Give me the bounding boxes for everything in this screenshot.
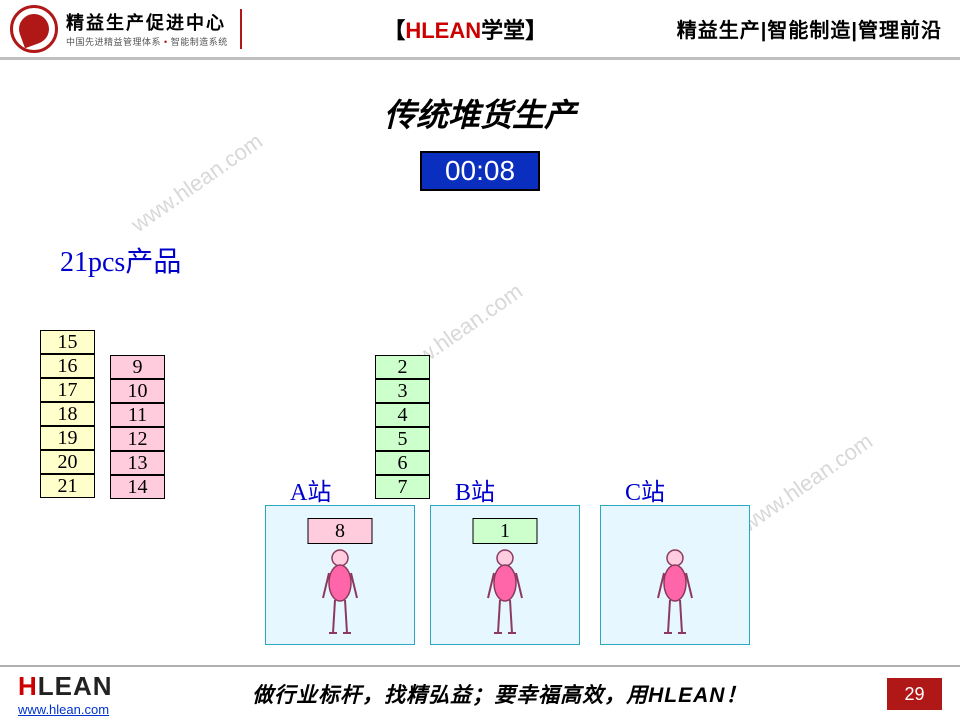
logo-icon [10,5,58,53]
worker [315,548,365,643]
logo-text: 精益生产促进中心 中国先进精益管理体系 • 智能制造系统 [66,9,228,48]
station-label-c: C站 [625,472,665,507]
stack-cell: 19 [40,426,95,450]
logo-cn: 精益生产促进中心 [66,9,228,35]
bracket-l: 【 [383,18,405,43]
header: 精益生产促进中心 中国先进精益管理体系 • 智能制造系统 【HLEAN学堂】 精… [0,0,960,60]
stack-cell: 3 [375,379,430,403]
station-item: 8 [308,518,373,544]
stack-cell: 14 [110,475,165,499]
page-number: 29 [887,678,942,710]
stack-cell: 9 [110,355,165,379]
bracket-r: 】 [525,18,547,43]
timer: 00:08 [420,151,540,191]
stack-cell: 11 [110,403,165,427]
watermark: www.hlean.com [126,128,267,238]
station-box-c [600,505,750,645]
stack-left_yellow: 15161718192021 [40,330,95,498]
footer-hlean: HLEAN [18,671,113,702]
footer-lean: LEAN [38,671,113,701]
header-center: 【HLEAN学堂】 [254,13,677,45]
stack-cell: 13 [110,451,165,475]
station-label-b: B站 [455,472,495,507]
stack-cell: 17 [40,378,95,402]
station-box-b: 1 [430,505,580,645]
stack-cell: 7 [375,475,430,499]
worker-icon [650,548,700,638]
footer-logo: HLEAN www.hlean.com [0,671,113,717]
product-label: 21pcs产品 [60,240,181,280]
watermark: www.hlean.com [736,428,877,538]
stack-mid_green: 234567 [375,355,430,499]
stack-cell: 5 [375,427,430,451]
footer-slogan: 做行业标杆，找精弘益；要幸福高效，用HLEAN！ [113,679,887,709]
footer-url: www.hlean.com [18,702,113,717]
worker-icon [480,548,530,638]
worker [480,548,530,643]
logo-sub-a: 中国先进精益管理体系 [66,37,161,47]
stack-cell: 21 [40,474,95,498]
stack-cell: 18 [40,402,95,426]
stack-cell: 6 [375,451,430,475]
logo-sub: 中国先进精益管理体系 • 智能制造系统 [66,35,228,48]
footer-h: H [18,671,38,701]
station-box-a: 8 [265,505,415,645]
stack-cell: 15 [40,330,95,354]
page-title: 传统堆货生产 [0,90,960,136]
worker [650,548,700,643]
footer: HLEAN www.hlean.com 做行业标杆，找精弘益；要幸福高效，用HL… [0,665,960,720]
divider [240,9,242,49]
center-black: 学堂 [481,18,525,43]
stack-cell: 20 [40,450,95,474]
header-right: 精益生产|智能制造|管理前沿 [677,14,950,43]
station-item: 1 [473,518,538,544]
center-red: HLEAN [405,18,481,43]
stack-cell: 2 [375,355,430,379]
stack-cell: 10 [110,379,165,403]
stack-cell: 12 [110,427,165,451]
logo-area: 精益生产促进中心 中国先进精益管理体系 • 智能制造系统 [10,5,228,53]
stack-cell: 16 [40,354,95,378]
logo-sub-b: 智能制造系统 [171,37,228,47]
stack-left_pink: 91011121314 [110,355,165,499]
stack-cell: 4 [375,403,430,427]
worker-icon [315,548,365,638]
station-label-a: A站 [290,472,331,507]
